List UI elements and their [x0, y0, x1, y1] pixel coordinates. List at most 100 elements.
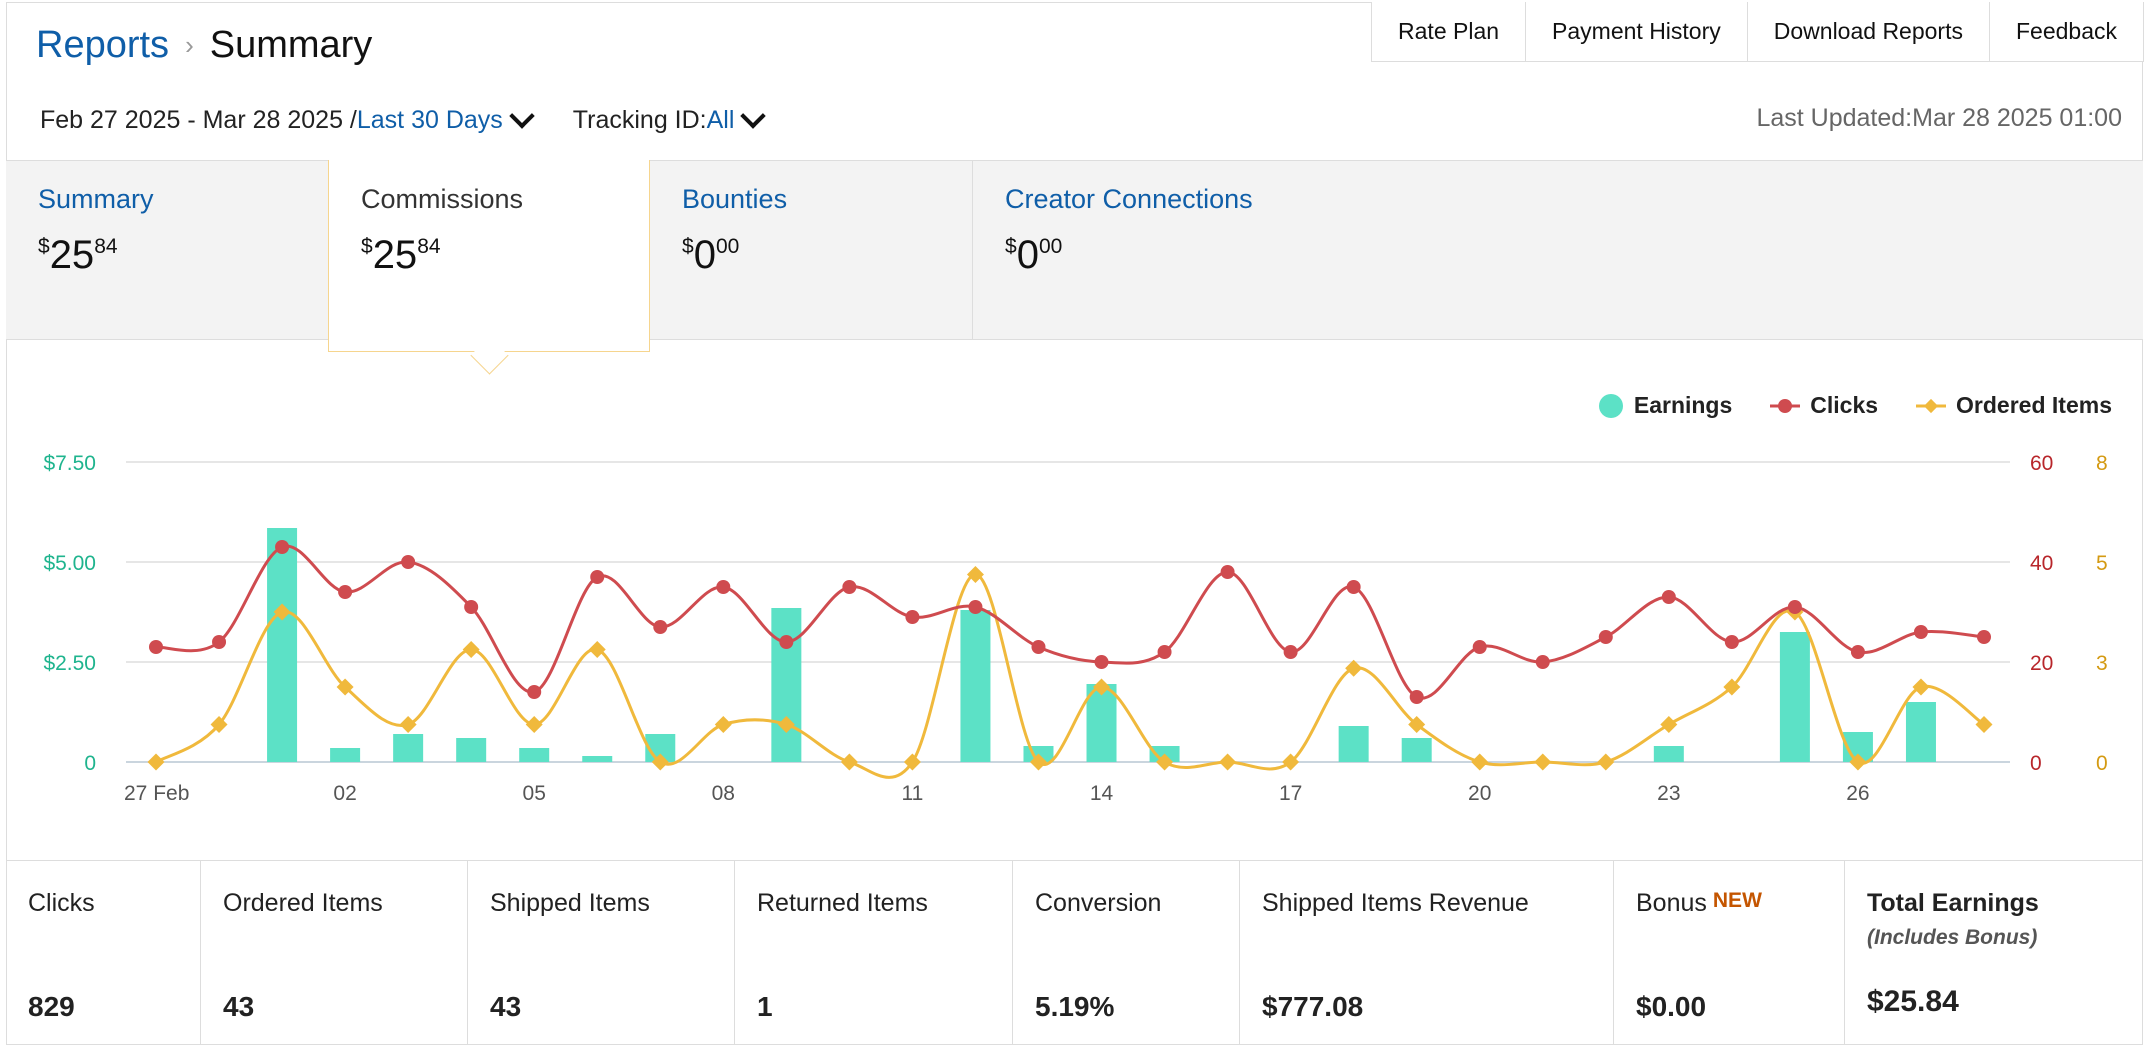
rate-plan-button[interactable]: Rate Plan	[1371, 2, 1527, 62]
earnings-bar	[960, 610, 991, 762]
ordered-items-point	[1345, 659, 1363, 677]
ordered-items-point	[1093, 678, 1111, 696]
clicks-point	[1535, 655, 1550, 669]
clicks-point	[212, 635, 227, 649]
stat-returned-items: Returned Items 1	[735, 861, 1013, 1045]
earnings-bar	[1338, 726, 1369, 762]
y-right-items-tick-label: 5	[2096, 552, 2108, 575]
tab-creator-connections[interactable]: Creator Connections $000	[973, 160, 1373, 340]
ordered-items-point	[777, 716, 795, 733]
ordered-items-point	[399, 716, 417, 733]
ordered-items-point	[1849, 753, 1867, 771]
stat-shipped-items: Shipped Items 43	[468, 861, 735, 1045]
stat-conversion: Conversion 5.19%	[1013, 861, 1240, 1045]
y-left-tick-label: 0	[84, 752, 96, 775]
clicks-point	[590, 570, 605, 584]
stat-total-earnings: Total Earnings (Includes Bonus) $25.84	[1867, 889, 2039, 1018]
y-right-clicks-tick-label: 0	[2030, 752, 2042, 775]
ordered-items-point	[210, 716, 228, 733]
earnings-bar	[771, 608, 802, 762]
clicks-point	[968, 600, 983, 614]
ordered-items-point	[1723, 678, 1741, 696]
tab-amount: $000	[682, 233, 740, 277]
ordered-items-point	[1597, 753, 1615, 771]
stat-ordered-items: Ordered Items 43	[201, 861, 468, 1045]
ordered-items-point	[273, 603, 291, 621]
ordered-items-point	[462, 641, 480, 658]
clicks-point	[401, 555, 416, 569]
earnings-bar	[582, 756, 613, 762]
clicks-point	[464, 600, 479, 614]
chart-legend: Earnings Clicks Ordered Items	[1560, 392, 2112, 419]
stat-bonus: Bonus NEW $0.00	[1614, 861, 1845, 1045]
clicks-point	[1787, 600, 1802, 614]
clicks-point	[1220, 565, 1235, 579]
clicks-point	[1598, 630, 1613, 644]
clicks-point	[1409, 690, 1424, 704]
tab-label: Commissions	[361, 184, 524, 214]
clicks-point	[716, 580, 731, 594]
clicks-point	[1031, 640, 1046, 654]
ordered-items-point	[1975, 716, 1993, 733]
ordered-items-point	[147, 753, 165, 771]
x-tick-label: 27 Feb	[124, 782, 189, 805]
earnings-bar	[267, 528, 298, 762]
legend-earnings[interactable]: Earnings	[1598, 392, 1732, 419]
feedback-button[interactable]: Feedback	[1988, 2, 2144, 62]
clicks-point	[842, 580, 857, 594]
filter-bar: Feb 27 2025 - Mar 28 2025 / Last 30 Days…	[40, 102, 770, 135]
tab-label: Creator Connections	[1005, 184, 1253, 214]
page-title: Summary	[209, 24, 373, 66]
x-tick-label: 08	[712, 782, 735, 805]
clicks-point	[653, 620, 668, 634]
tab-amount: $000	[1005, 233, 1063, 277]
clicks-point	[1094, 655, 1109, 669]
clicks-point	[1661, 590, 1676, 604]
tracking-id-dropdown[interactable]: All	[706, 106, 735, 134]
tab-summary[interactable]: Summary $2584	[6, 160, 328, 340]
tab-amount: $2584	[38, 233, 118, 277]
breadcrumb-reports-link[interactable]: Reports	[36, 24, 170, 66]
clicks-point	[779, 635, 794, 649]
ordered-items-point	[1219, 753, 1237, 771]
ordered-items-point	[1156, 753, 1174, 771]
ordered-items-point	[714, 716, 732, 733]
x-tick-label: 02	[333, 782, 356, 805]
date-range-dropdown[interactable]: Last 30 Days	[356, 106, 503, 134]
earnings-bar	[393, 734, 424, 762]
ordered-items-point	[1660, 716, 1678, 733]
ordered-items-point	[1912, 678, 1930, 696]
page-frame	[6, 2, 2143, 1045]
tab-commissions[interactable]: Commissions $2584	[328, 160, 650, 352]
earnings-bar	[1905, 702, 1936, 762]
ordered-items-point	[1282, 753, 1300, 771]
y-left-tick-label: $7.50	[43, 452, 96, 475]
clicks-point	[1472, 640, 1487, 654]
tab-amount: $2584	[361, 233, 441, 277]
legend-ordered-items[interactable]: Ordered Items	[1916, 392, 2112, 419]
tab-bounties[interactable]: Bounties $000	[650, 160, 973, 340]
tab-label: Bounties	[682, 184, 788, 214]
clicks-point	[1157, 645, 1172, 659]
ordered-items-point	[840, 753, 858, 771]
legend-clicks[interactable]: Clicks	[1770, 392, 1878, 419]
payment-history-button[interactable]: Payment History	[1525, 2, 1748, 62]
ordered-items-point	[525, 716, 543, 733]
clicks-point	[905, 610, 920, 624]
earnings-bar	[330, 748, 361, 762]
ordered-items-point	[1471, 753, 1489, 771]
new-badge: NEW	[1712, 889, 1762, 912]
download-reports-button[interactable]: Download Reports	[1746, 2, 1990, 62]
x-tick-label: 11	[902, 782, 924, 805]
tracking-id-label: Tracking ID:	[572, 106, 707, 134]
earnings-chart: 0 $2.50 $5.00 $7.50 0 20 40 60 0 3 5 8 27 Feb 02 05 08 1…	[43, 452, 2108, 805]
y-right-items-tick-label: 3	[2096, 652, 2108, 675]
y-right-items-tick-label: 8	[2096, 452, 2108, 475]
x-tick-label: 14	[1090, 782, 1114, 805]
clicks-line	[155, 544, 1985, 700]
ordered-items-point	[588, 641, 606, 658]
y-right-clicks-tick-label: 60	[2030, 452, 2053, 475]
x-tick-label: 23	[1657, 782, 1680, 805]
ordered-items-point	[903, 753, 921, 771]
tab-label: Summary	[38, 184, 154, 214]
